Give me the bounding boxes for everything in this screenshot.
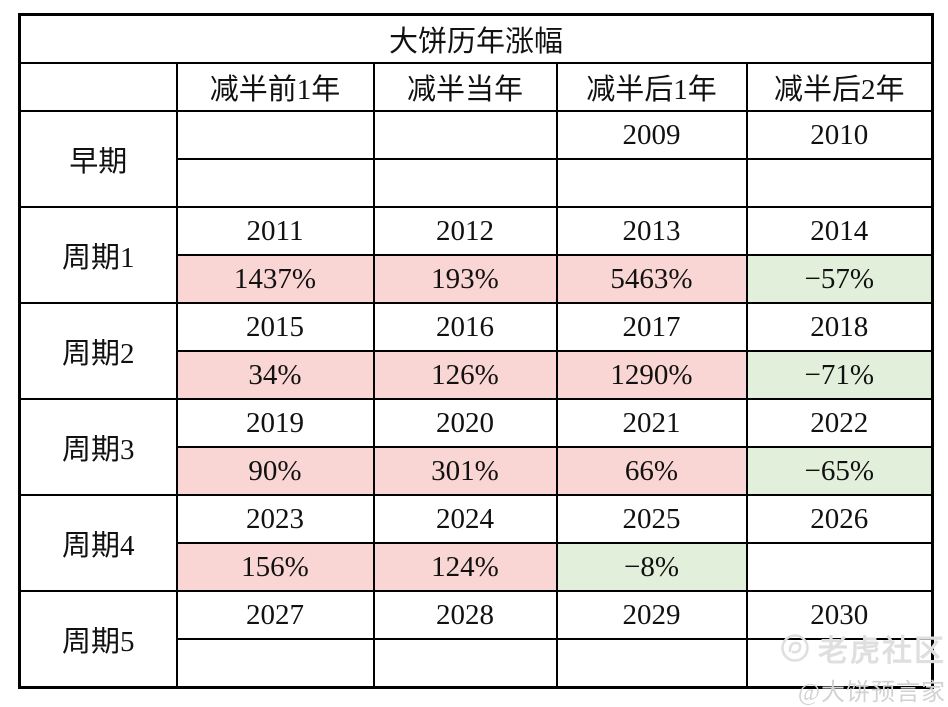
- year-cell: 2025: [555, 494, 748, 544]
- year-cell: 2030: [745, 590, 934, 640]
- change-cell: [372, 638, 558, 689]
- cycle-label-2: 周期2: [18, 302, 178, 400]
- table-row: 1437% 193% 5463% −57%: [20, 254, 934, 304]
- table-row: [20, 158, 934, 208]
- year-cell: 2015: [175, 302, 375, 352]
- change-cell: 124%: [372, 542, 558, 592]
- table-row: 90% 301% 66% −65%: [20, 446, 934, 496]
- year-cell: 2013: [555, 206, 748, 256]
- year-cell: 2014: [745, 206, 934, 256]
- title-row: 大饼历年涨幅: [18, 13, 934, 64]
- table-row: 周期3 2019 2020 2021 2022: [18, 398, 934, 496]
- year-cell: 2026: [745, 494, 934, 544]
- table-row: 156% 124% −8%: [20, 542, 934, 592]
- year-cell: 2011: [175, 206, 375, 256]
- cycle-label-early: 早期: [18, 110, 178, 208]
- change-cell: 193%: [372, 254, 558, 304]
- change-cell: 34%: [175, 350, 375, 400]
- year-cell: 2018: [745, 302, 934, 352]
- year-cell: 2028: [372, 590, 558, 640]
- table-row: 周期2 2015 2016 2017 2018: [18, 302, 934, 400]
- header-row: 减半前1年 减半当年 减半后1年 减半后2年: [18, 62, 934, 112]
- column-header-halving-year: 减半当年: [372, 62, 558, 112]
- change-cell: [555, 638, 748, 689]
- table-row: 周期5 2027 2028 2029 2030: [18, 590, 934, 689]
- change-cell: −8%: [555, 542, 748, 592]
- change-cell: [372, 158, 558, 208]
- year-cell: 2024: [372, 494, 558, 544]
- table-row: 早期 2009 2010: [18, 110, 934, 208]
- year-cell: 2012: [372, 206, 558, 256]
- cycle-label-1: 周期1: [18, 206, 178, 304]
- change-cell: 126%: [372, 350, 558, 400]
- year-cell: 2019: [175, 398, 375, 448]
- year-cell: 2017: [555, 302, 748, 352]
- year-cell: 2027: [175, 590, 375, 640]
- change-cell: [745, 158, 934, 208]
- change-cell: 90%: [175, 446, 375, 496]
- column-header-pre1y: 减半前1年: [175, 62, 375, 112]
- change-cell: [745, 542, 934, 592]
- change-cell: −65%: [745, 446, 934, 496]
- change-cell: −57%: [745, 254, 934, 304]
- change-cell: [745, 638, 934, 689]
- year-cell: 2016: [372, 302, 558, 352]
- table-row: 周期1 2011 2012 2013 2014: [18, 206, 934, 304]
- page-title: 大饼历年涨幅: [18, 13, 934, 64]
- change-cell: 156%: [175, 542, 375, 592]
- year-cell: 2009: [555, 110, 748, 160]
- change-cell: 1437%: [175, 254, 375, 304]
- change-cell: 5463%: [555, 254, 748, 304]
- cycle-label-3: 周期3: [18, 398, 178, 496]
- year-cell: 2021: [555, 398, 748, 448]
- change-cell: [175, 158, 375, 208]
- year-cell: [372, 110, 558, 160]
- year-cell: 2022: [745, 398, 934, 448]
- change-cell: [175, 638, 375, 689]
- halving-cycle-table: 大饼历年涨幅 减半前1年 减半当年 减半后1年 减半后2年 早期 2009 20…: [18, 13, 935, 689]
- year-cell: 2029: [555, 590, 748, 640]
- change-cell: 301%: [372, 446, 558, 496]
- change-cell: 66%: [555, 446, 748, 496]
- change-cell: [555, 158, 748, 208]
- year-cell: [175, 110, 375, 160]
- year-cell: 2020: [372, 398, 558, 448]
- table-row: 34% 126% 1290% −71%: [20, 350, 934, 400]
- corner-cell: [18, 62, 178, 112]
- cycle-label-5: 周期5: [18, 590, 178, 689]
- change-cell: −71%: [745, 350, 934, 400]
- cycle-label-4: 周期4: [18, 494, 178, 592]
- year-cell: 2023: [175, 494, 375, 544]
- column-header-post1y: 减半后1年: [555, 62, 748, 112]
- change-cell: 1290%: [555, 350, 748, 400]
- table-row: 周期4 2023 2024 2025 2026: [18, 494, 934, 592]
- year-cell: 2010: [745, 110, 934, 160]
- table-row: [20, 638, 934, 689]
- column-header-post2y: 减半后2年: [745, 62, 934, 112]
